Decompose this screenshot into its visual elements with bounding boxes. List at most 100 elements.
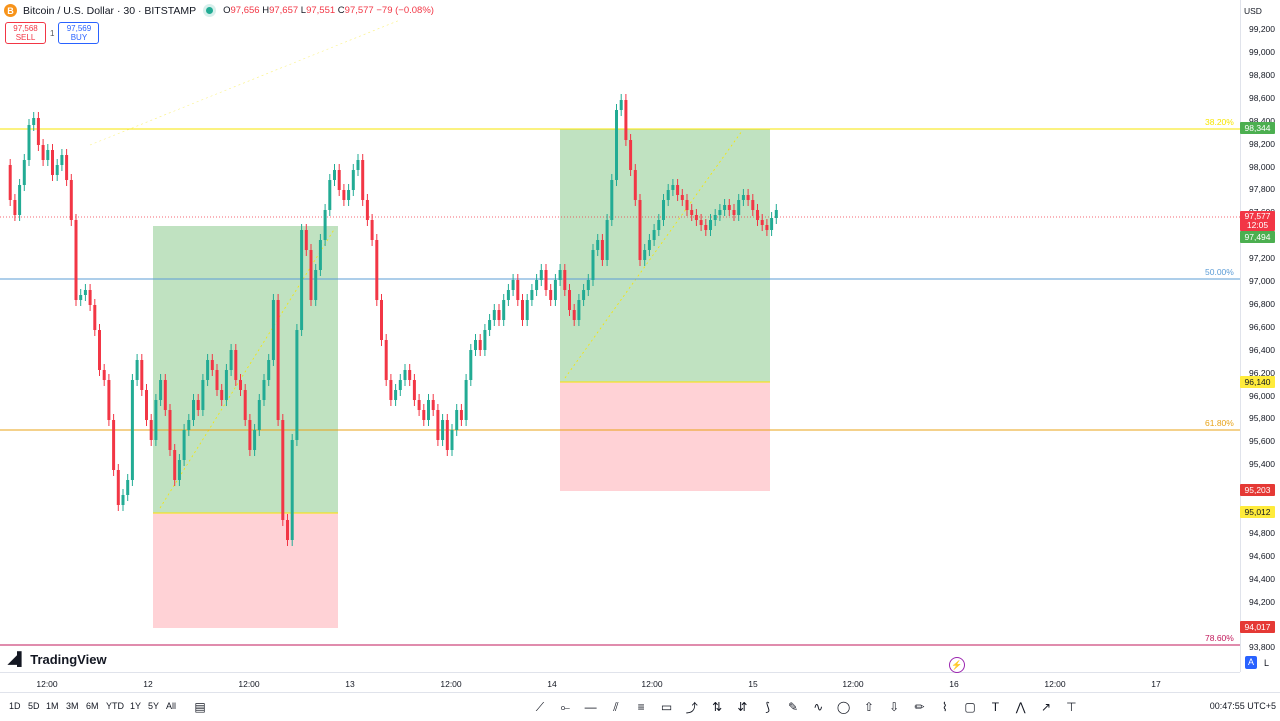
candle-body (709, 220, 712, 230)
timeframe-5y[interactable]: 5Y (148, 701, 160, 711)
price-tick-label: 96,800 (1249, 298, 1275, 309)
path-icon[interactable]: ⤴ (685, 700, 698, 715)
candle-body (398, 380, 402, 390)
zigzag-icon[interactable]: ⋀ (1015, 700, 1026, 714)
clock[interactable]: 00:47:55 UTC+5 (1209, 701, 1276, 711)
currency-label[interactable]: USD (1244, 6, 1262, 16)
buy-button[interactable]: 97,569 BUY (58, 22, 100, 44)
candle-body (671, 185, 675, 190)
candle-body (666, 190, 670, 200)
candle-body (13, 200, 17, 215)
candle-body (347, 190, 351, 200)
text-icon[interactable]: T (991, 700, 1000, 714)
time-tick-label: 12:00 (238, 679, 260, 689)
candle-body (629, 140, 633, 170)
arrow-icon[interactable]: ↗ (1040, 700, 1052, 714)
timeframe-5d[interactable]: 5D (28, 701, 40, 711)
price-tick-label: 93,800 (1249, 642, 1275, 653)
candle-body (267, 360, 271, 380)
current-low-price-tag: 97,494 (1240, 231, 1275, 243)
time-tick-label: 16 (949, 679, 959, 689)
time-tick-label: 12 (143, 679, 153, 689)
time-tick-label: 12:00 (641, 679, 663, 689)
price-axis[interactable]: 99,200 99,000 98,800 98,600 98,400 98,200 98,0… (1240, 0, 1280, 672)
date-range-icon[interactable]: ▤ (194, 700, 206, 714)
candle-body (163, 380, 167, 410)
candle-body (116, 470, 120, 505)
candle-body (746, 195, 750, 200)
candle-body (582, 290, 586, 300)
candle-body (657, 220, 661, 230)
candle-body (126, 480, 130, 495)
candle-body (262, 380, 266, 400)
candle-body (342, 190, 346, 200)
candle-body (41, 145, 45, 160)
timeframe-ytd[interactable]: YTD (106, 701, 124, 711)
fib-icon[interactable]: ≡ (637, 700, 645, 714)
timeframe-1d[interactable]: 1D (9, 701, 21, 711)
chart-canvas[interactable] (0, 0, 1240, 672)
trade-buttons: 97,568 SELL 1 97,569 BUY (5, 22, 100, 44)
pitchfork-icon[interactable]: ⟆ (765, 700, 771, 714)
highlighter-icon[interactable]: ⌇ (941, 700, 948, 714)
curve-icon[interactable]: ∿ (813, 700, 824, 714)
flash-icon[interactable]: ⚡ (949, 657, 965, 673)
price-tick-label: 96,200 (1249, 367, 1275, 378)
long-position-icon[interactable]: ⇅ (712, 700, 723, 714)
candle-body (549, 290, 553, 300)
sell-button[interactable]: 97,568 SELL (5, 22, 46, 44)
price-tick-label: 94,800 (1249, 527, 1275, 538)
candle-body (511, 280, 515, 290)
candle-body (337, 170, 341, 190)
callout-icon[interactable]: ▢ (964, 700, 976, 714)
symbol-title[interactable]: Bitcoin / U.S. Dollar · 30 · BITSTAMP (23, 4, 197, 17)
candle-body (384, 340, 388, 380)
candle-body (469, 350, 473, 380)
fib-label-618: 61.80% (1205, 418, 1234, 428)
brush-icon[interactable]: ✎ (787, 700, 799, 714)
timeframe-all[interactable]: All (166, 701, 177, 711)
arrow-down-icon[interactable]: ⇩ (889, 700, 900, 714)
timeframe-1m[interactable]: 1M (46, 701, 59, 711)
timeframe-1y[interactable]: 1Y (130, 701, 142, 711)
candle-body (361, 160, 365, 200)
candle-body (553, 280, 557, 300)
fib-bottom-price-tag: 94,017 (1240, 621, 1275, 633)
trend-line-icon[interactable]: ⟋ (535, 699, 545, 714)
measure-icon[interactable]: ⊤ (1066, 700, 1077, 714)
price-chart[interactable] (0, 0, 1240, 672)
candle-body (619, 100, 623, 110)
candle-body (159, 380, 163, 400)
timeframe-6m[interactable]: 6M (86, 701, 99, 711)
candle-body (8, 165, 12, 200)
candle-body (770, 218, 774, 230)
short-position-icon[interactable]: ⇵ (737, 700, 748, 714)
candle-body (140, 360, 144, 390)
ellipse-icon[interactable]: ◯ (836, 700, 851, 714)
time-axis[interactable]: 12:00 12 12:00 13 12:00 14 12:00 15 12:00 16 12:00… (0, 672, 1240, 693)
price-tick-label: 94,600 (1249, 550, 1275, 561)
tradingview-logo[interactable]: ◢▌ TradingView (8, 651, 107, 667)
symbol-header: B Bitcoin / U.S. Dollar · 30 · BITSTAMP … (4, 4, 434, 17)
pen-icon[interactable]: ✏ (914, 700, 925, 714)
candle-body (168, 410, 172, 450)
log-scale-button[interactable]: L (1264, 658, 1270, 668)
candle-body (215, 370, 219, 390)
spread-value: 1 (50, 28, 55, 38)
candle-body (290, 440, 294, 540)
ray-icon[interactable]: ⟜ (560, 699, 571, 714)
parallel-channel-icon[interactable]: ⫽ (613, 699, 619, 714)
market-status-icon (206, 7, 214, 14)
rectangle-icon[interactable]: ▭ (660, 700, 673, 714)
candle-body (112, 420, 116, 470)
candle-body (79, 295, 83, 300)
arrow-up-icon[interactable]: ⇧ (863, 700, 874, 714)
candle-body (774, 210, 778, 218)
candle-body (756, 210, 759, 220)
timeframe-3m[interactable]: 3M (66, 701, 79, 711)
candle-body (196, 400, 200, 410)
candle-body (36, 118, 40, 145)
candle-body (525, 300, 529, 320)
auto-scale-button[interactable]: A (1245, 656, 1257, 669)
horizontal-line-icon[interactable]: — (584, 700, 597, 714)
